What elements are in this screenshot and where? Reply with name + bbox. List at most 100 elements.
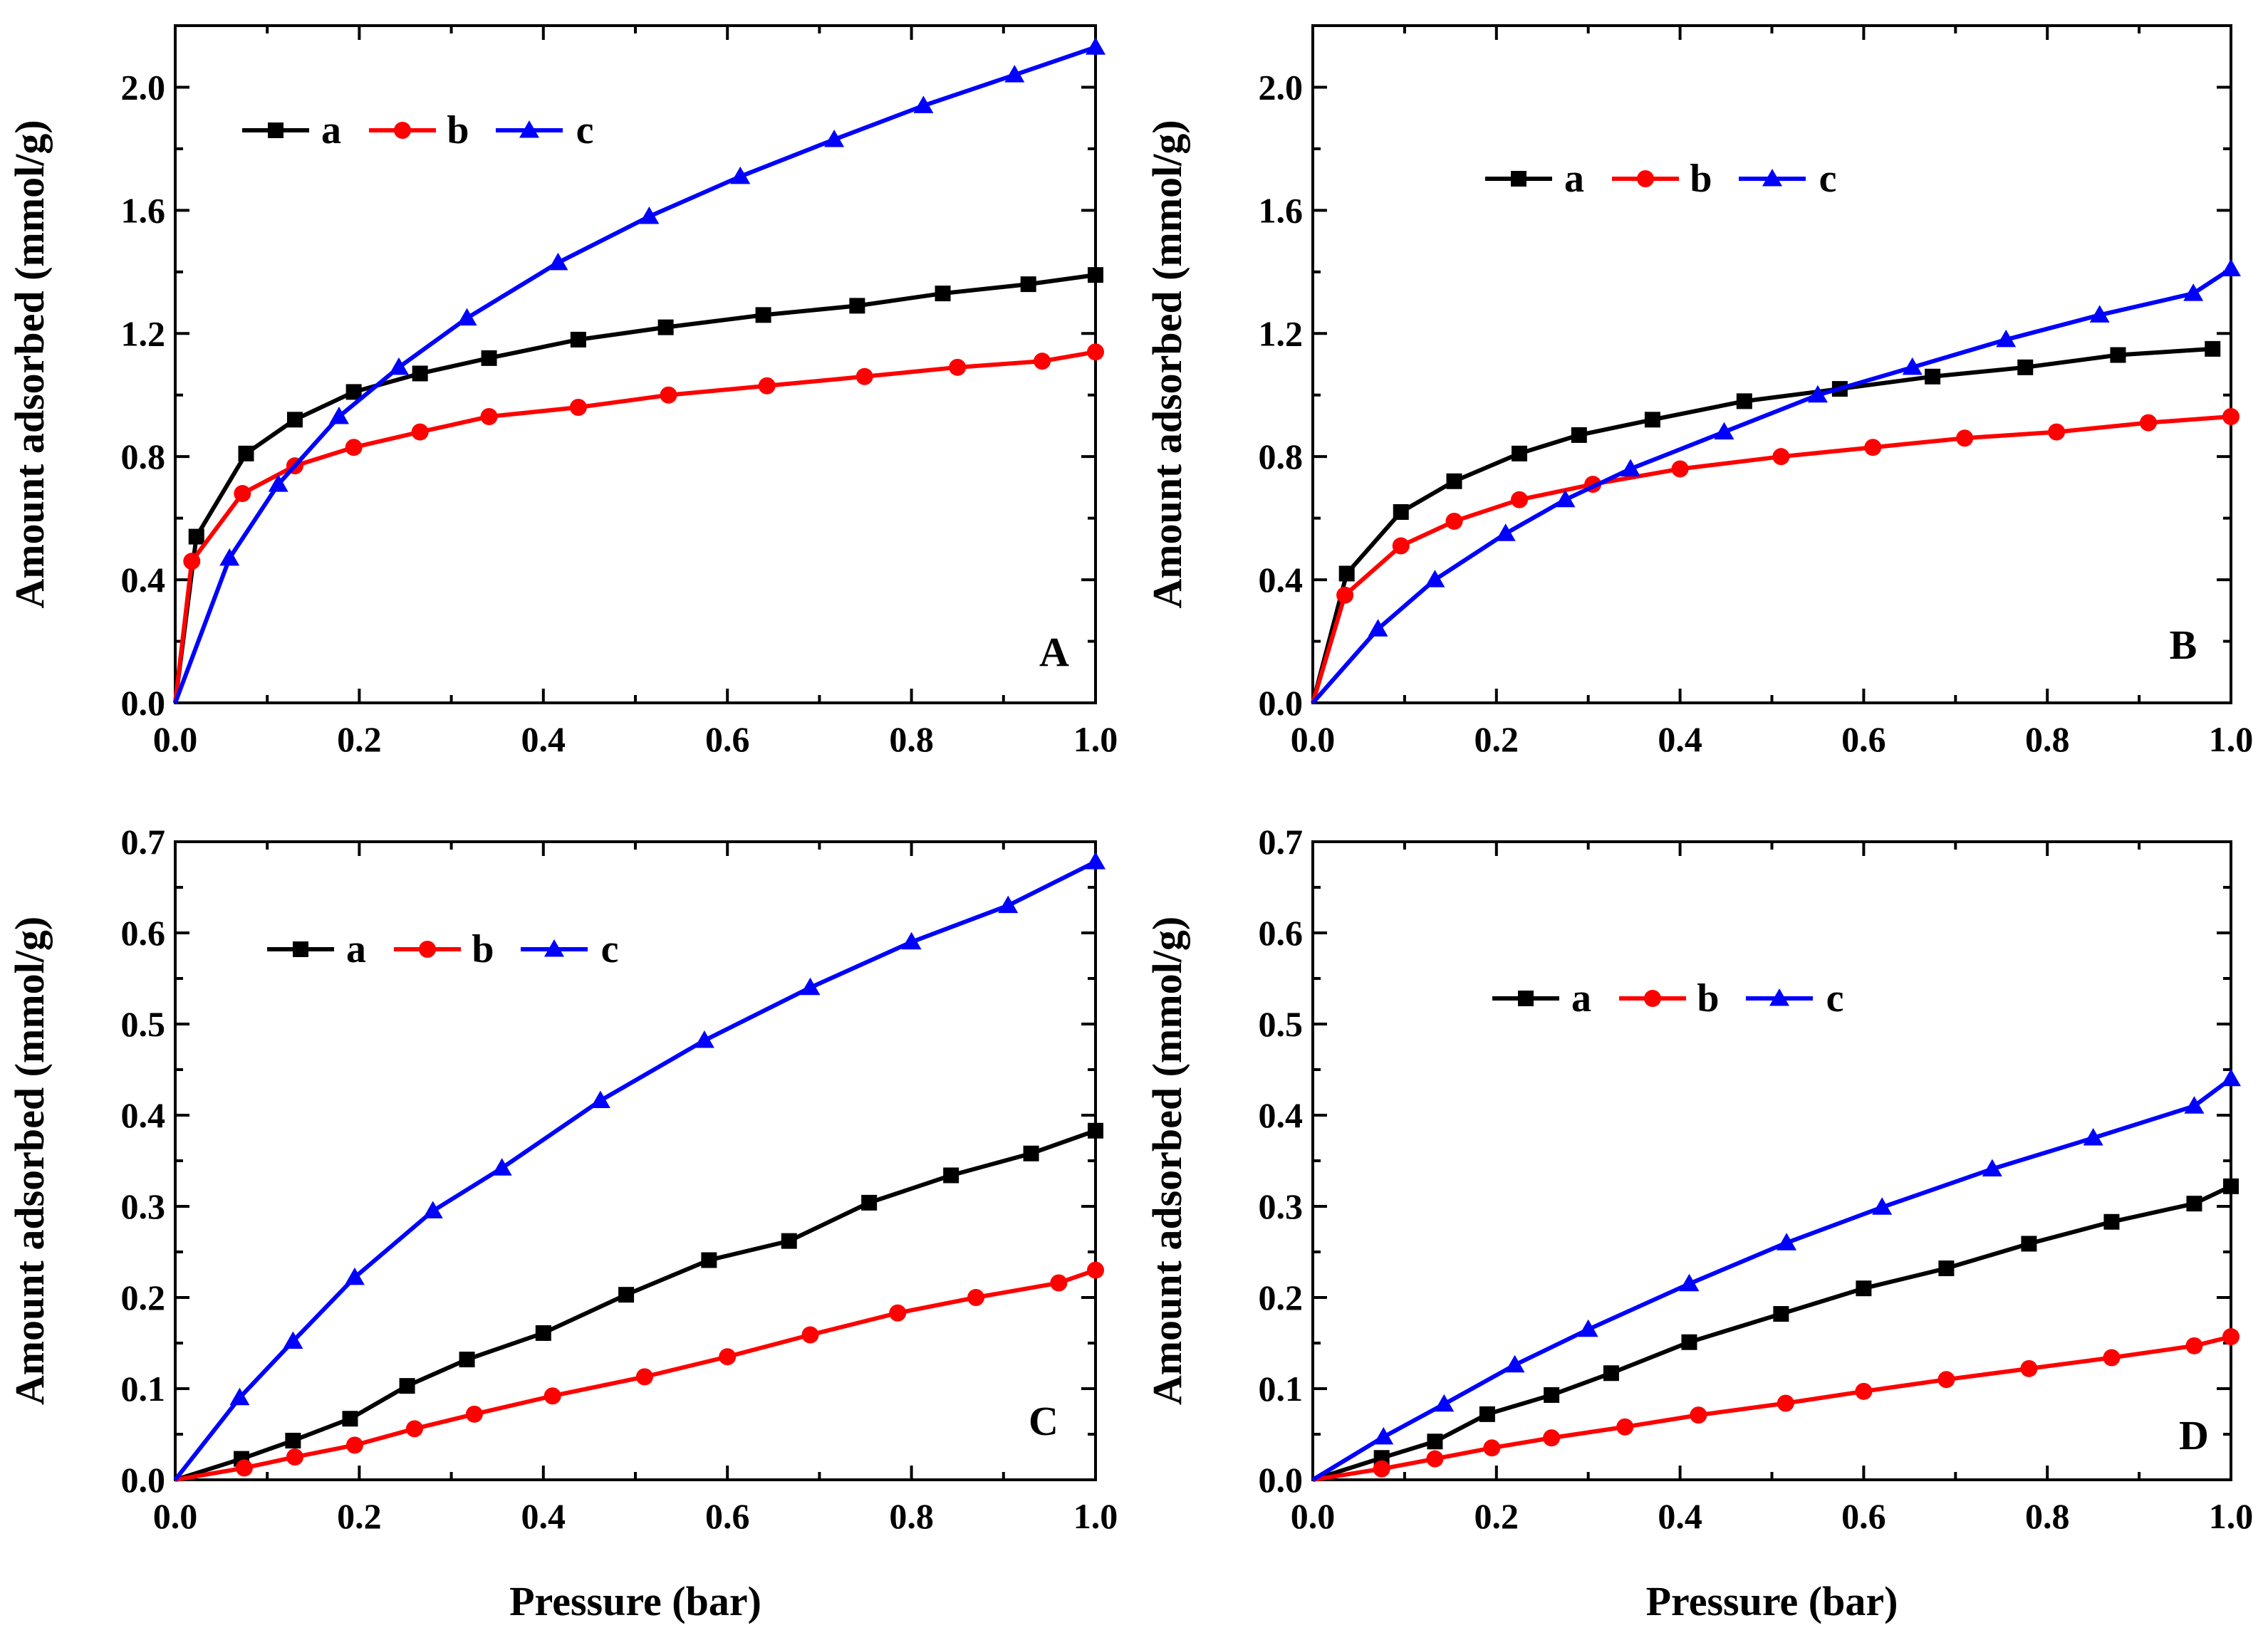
data-point-c xyxy=(328,406,349,424)
x-tick-label: 0.4 xyxy=(521,1496,566,1536)
data-point-a xyxy=(412,365,428,382)
data-point-a xyxy=(535,1325,551,1341)
data-point-b xyxy=(1543,1429,1561,1447)
legend-item-a: a xyxy=(242,108,341,152)
y-tick-label: 0.4 xyxy=(1259,560,1304,600)
data-point-c xyxy=(1777,1233,1797,1250)
x-axis-label: Pressure (bar) xyxy=(1646,1578,1898,1624)
data-point-b xyxy=(234,485,251,503)
y-tick-label: 0.4 xyxy=(121,560,166,600)
data-point-a xyxy=(943,1167,959,1184)
data-point-a xyxy=(1544,1387,1560,1403)
data-point-b xyxy=(1855,1382,1873,1400)
y-tick-label: 0.4 xyxy=(121,1095,166,1135)
y-tick-label: 1.2 xyxy=(121,313,166,353)
data-point-b xyxy=(1772,448,1790,466)
legend-label-b: b xyxy=(472,927,494,971)
x-tick-label: 1.0 xyxy=(2209,719,2254,759)
data-point-c xyxy=(229,1387,250,1406)
series-line-b xyxy=(1312,1335,2232,1482)
data-point-a xyxy=(285,1432,301,1448)
panel-label: B xyxy=(2170,622,2197,668)
data-point-b xyxy=(345,439,363,456)
series-a xyxy=(1311,340,2221,704)
legend-item-c: c xyxy=(521,927,618,971)
series-line-b xyxy=(173,350,1096,704)
data-point-b xyxy=(1671,460,1689,478)
legend-marker-a xyxy=(293,941,308,957)
panel-D: 0.0 0.2 0.4 0.6 0.8 1.0 0.0 0.1 0.2 0.3 0.4 0.5 0.6 0… xyxy=(1144,822,2253,1624)
x-tick-label: 0.4 xyxy=(1658,719,1702,759)
data-point-c xyxy=(1368,619,1388,637)
data-point-a xyxy=(1088,267,1103,283)
data-point-a xyxy=(342,1411,358,1427)
legend-label-b: b xyxy=(447,108,469,152)
legend-marker-c xyxy=(544,939,564,957)
legend-item-b: b xyxy=(369,108,469,152)
legend-item-b: b xyxy=(1619,976,1720,1020)
y-tick-label: 0.0 xyxy=(121,683,166,723)
data-point-a xyxy=(701,1252,717,1268)
data-point-b xyxy=(1777,1394,1794,1412)
data-point-c xyxy=(219,548,240,566)
data-point-a xyxy=(1088,1122,1103,1139)
panel-C: 0.0 0.2 0.4 0.6 0.8 1.0 0.0 0.1 0.2 0.3 0.4 0.5 0.6 0… xyxy=(6,822,1118,1624)
data-point-c xyxy=(1373,1426,1394,1445)
data-point-b xyxy=(2048,423,2066,441)
data-point-c xyxy=(1504,1354,1525,1373)
data-point-a xyxy=(345,384,362,400)
series-line-c xyxy=(173,860,1097,1481)
data-point-b xyxy=(2020,1359,2038,1377)
data-point-c xyxy=(998,895,1019,914)
y-axis-label: Amount adsorbed (mmol/g) xyxy=(1144,917,1190,1405)
data-point-a xyxy=(1925,368,1941,385)
data-point-a xyxy=(1446,473,1462,489)
data-point-a xyxy=(459,1352,475,1368)
legend: a b c xyxy=(1492,976,1843,1020)
data-point-a xyxy=(618,1287,635,1303)
x-tick-label: 0.6 xyxy=(705,1496,750,1536)
legend-item-a: a xyxy=(1485,157,1584,201)
series-line-b xyxy=(175,1268,1096,1482)
series-b xyxy=(1312,1328,2240,1482)
x-tick-label: 0.2 xyxy=(1474,719,1519,759)
data-point-b xyxy=(2185,1337,2203,1354)
series-line-c xyxy=(1311,1077,2232,1482)
series-b xyxy=(1311,407,2240,704)
legend-marker-a xyxy=(1511,171,1526,187)
data-point-c xyxy=(1982,1159,2002,1177)
data-point-a xyxy=(481,350,497,366)
data-point-c xyxy=(548,252,568,271)
data-point-c xyxy=(1679,1273,1700,1292)
legend-item-c: c xyxy=(1739,157,1836,201)
data-point-c xyxy=(1495,523,1516,541)
legend-label-a: a xyxy=(321,108,341,152)
data-point-a xyxy=(399,1378,415,1394)
data-point-b xyxy=(1087,343,1104,361)
legend-marker-b xyxy=(394,122,411,139)
y-tick-label: 0.7 xyxy=(1259,822,1304,862)
data-point-c xyxy=(344,1267,365,1285)
x-tick-label: 0.6 xyxy=(1841,719,1886,759)
legend-label-c: c xyxy=(601,927,619,971)
data-point-b xyxy=(967,1289,985,1306)
data-point-c xyxy=(1620,459,1640,476)
series-c xyxy=(173,852,1106,1481)
data-point-a xyxy=(1773,1306,1789,1322)
data-point-b xyxy=(1034,353,1051,370)
data-point-a xyxy=(2186,1196,2202,1212)
data-point-c xyxy=(2221,1068,2241,1087)
series-line-a xyxy=(175,1128,1097,1482)
data-point-a xyxy=(935,286,951,302)
legend-label-a: a xyxy=(1571,976,1591,1020)
data-point-c xyxy=(388,357,409,375)
data-point-c xyxy=(2221,259,2241,276)
y-tick-label: 0.1 xyxy=(1259,1369,1304,1409)
data-point-c xyxy=(901,931,922,950)
data-point-c xyxy=(800,977,821,996)
x-tick-label: 0.0 xyxy=(1291,1496,1336,1536)
y-tick-label: 0.6 xyxy=(121,913,166,953)
x-tick-label: 1.0 xyxy=(1073,1496,1118,1536)
x-tick-label: 0.0 xyxy=(153,719,198,759)
